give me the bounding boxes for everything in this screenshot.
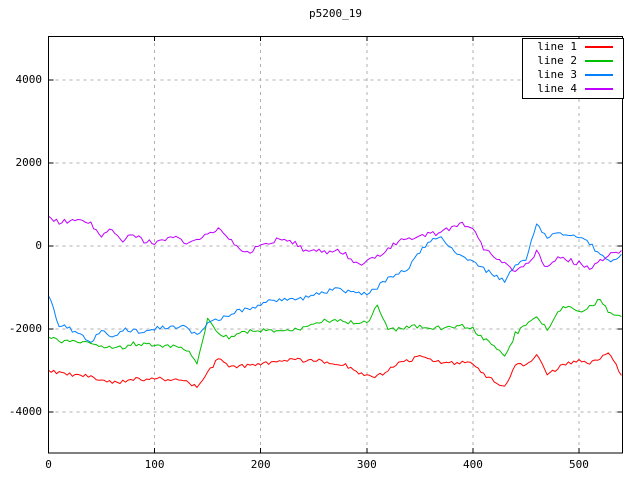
x-tick-label: 0 bbox=[45, 458, 52, 471]
legend-label: line 4 bbox=[537, 82, 577, 95]
legend-line-sample-icon bbox=[585, 88, 613, 90]
legend: line 1 line 2 line 3 line 4 bbox=[522, 38, 624, 99]
legend-line-sample-icon bbox=[585, 74, 613, 76]
plot-border bbox=[48, 36, 623, 454]
x-tick-label: 300 bbox=[356, 458, 377, 471]
y-tick-label: -4000 bbox=[8, 404, 42, 418]
series-1-line bbox=[48, 352, 622, 388]
x-tick-label: 100 bbox=[144, 458, 165, 471]
series-2-line bbox=[48, 299, 622, 365]
legend-label: line 2 bbox=[537, 54, 577, 67]
x-tick-label: 200 bbox=[250, 458, 271, 471]
y-tick-label: 4000 bbox=[15, 72, 43, 86]
legend-entry: line 4 bbox=[523, 82, 623, 96]
legend-entry: line 3 bbox=[523, 68, 623, 82]
series-3-line bbox=[48, 223, 622, 343]
series-4-line bbox=[48, 215, 622, 272]
legend-entry: line 1 bbox=[523, 40, 623, 54]
legend-entry: line 2 bbox=[523, 54, 623, 68]
legend-label: line 3 bbox=[537, 68, 577, 81]
y-tick-label: 0 bbox=[35, 238, 42, 252]
x-tick-label: 500 bbox=[569, 458, 589, 471]
legend-label: line 1 bbox=[537, 40, 577, 53]
y-tick-label: -2000 bbox=[8, 321, 42, 335]
chart-title: p5200_19 bbox=[309, 7, 362, 20]
x-tick-label: 400 bbox=[462, 458, 483, 471]
y-tick-label: 2000 bbox=[15, 155, 43, 169]
legend-line-sample-icon bbox=[585, 46, 613, 48]
legend-line-sample-icon bbox=[585, 60, 613, 62]
